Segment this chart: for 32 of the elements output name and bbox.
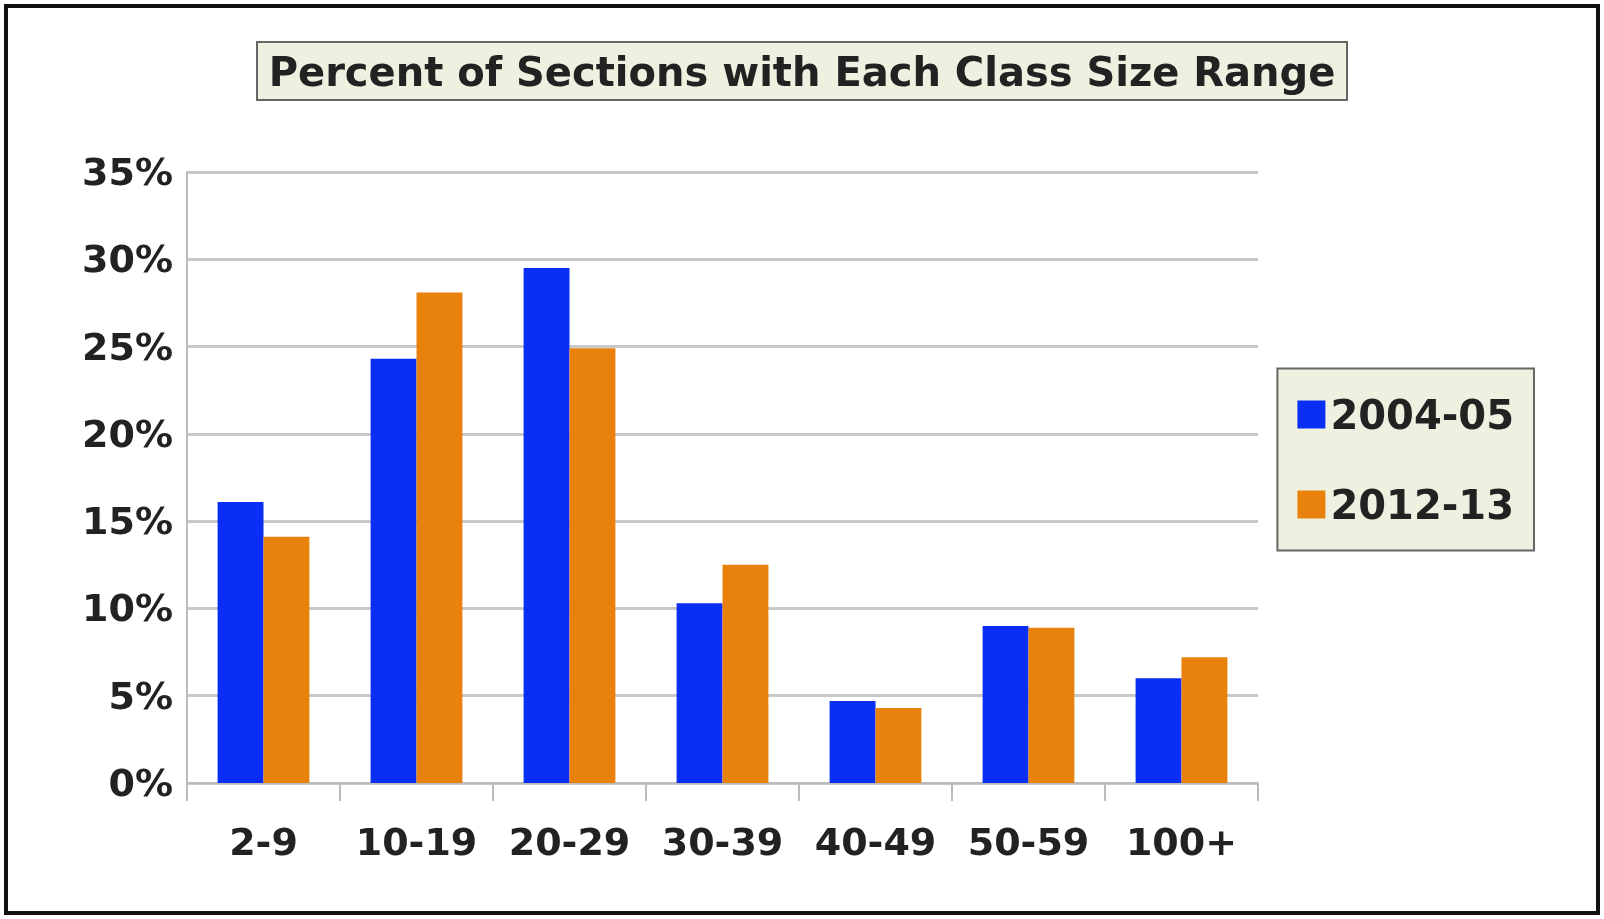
bar xyxy=(875,707,922,783)
x-tick-label: 100+ xyxy=(1125,820,1238,864)
bar xyxy=(263,536,310,783)
legend-label: 2004-05 xyxy=(1330,391,1514,438)
y-tick-label: 25% xyxy=(82,324,173,369)
bar xyxy=(829,700,876,783)
bar xyxy=(1181,657,1228,783)
x-tick-label: 30-39 xyxy=(661,820,784,864)
bar xyxy=(982,625,1029,783)
y-tick-label: 35% xyxy=(82,150,173,194)
y-tick-label: 15% xyxy=(82,499,173,544)
bar xyxy=(676,603,723,783)
bar xyxy=(217,501,264,783)
bar xyxy=(1135,678,1182,783)
y-tick-label: 0% xyxy=(108,761,173,805)
y-tick-label: 30% xyxy=(82,237,173,282)
legend-label: 2012-13 xyxy=(1330,481,1514,528)
bar xyxy=(722,564,769,783)
x-tick-label: 2-9 xyxy=(229,820,298,864)
y-tick-label: 20% xyxy=(82,411,173,456)
bar xyxy=(569,348,616,783)
bar xyxy=(416,292,463,783)
y-tick-label: 5% xyxy=(108,673,173,718)
bar xyxy=(1028,627,1075,783)
bar xyxy=(370,358,417,783)
x-tick-label: 20-29 xyxy=(508,820,631,864)
bar xyxy=(523,268,570,783)
x-tick-label: 50-59 xyxy=(967,820,1090,864)
x-tick-label: 40-49 xyxy=(814,820,937,864)
y-tick-label: 10% xyxy=(82,586,173,631)
x-tick-label: 10-19 xyxy=(355,820,478,864)
chart-title: Percent of Sections with Each Class Size Range xyxy=(268,49,1336,95)
